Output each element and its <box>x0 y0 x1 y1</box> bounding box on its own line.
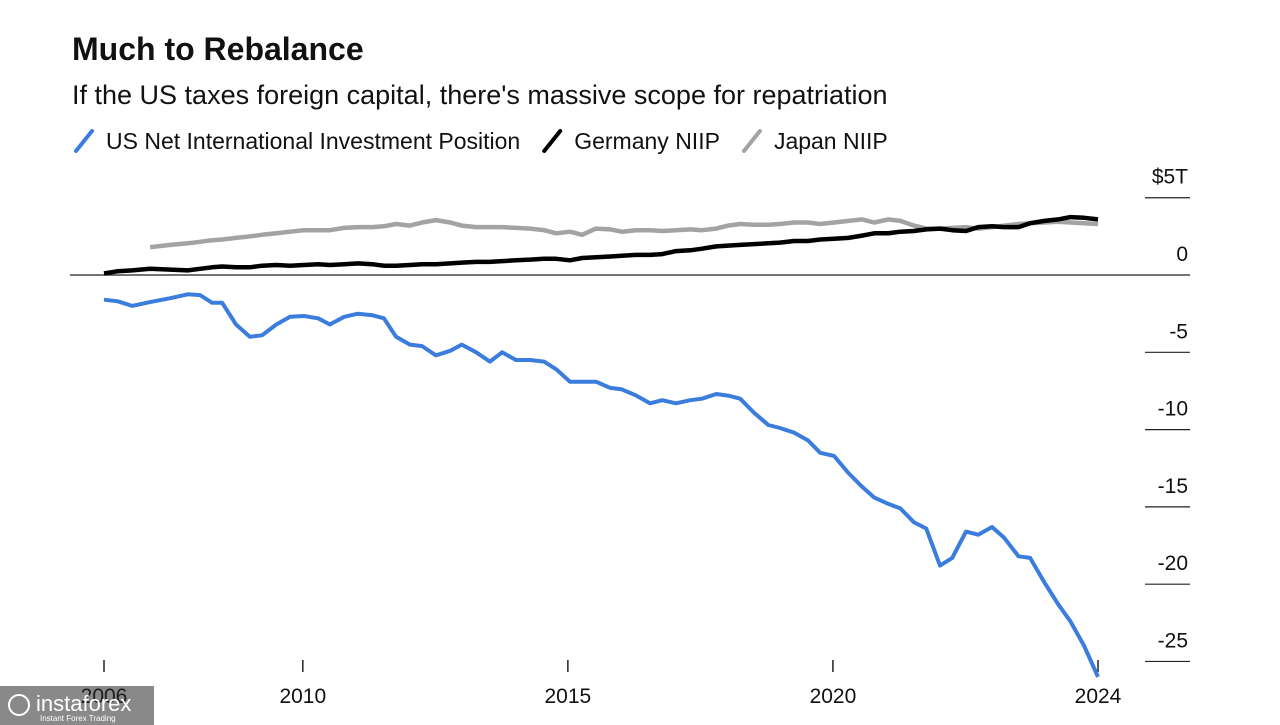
legend-label: Japan NIIP <box>774 128 888 154</box>
plot: $5T0-5-10-15-20-2520062010201520202024 <box>70 166 1190 708</box>
watermark-icon <box>8 694 30 716</box>
legend-label: Germany NIIP <box>574 128 720 154</box>
chart-title: Much to Rebalance <box>72 31 364 67</box>
y-tick-label: -20 <box>1158 552 1188 575</box>
x-tick-label: 2020 <box>810 685 857 708</box>
legend-label: US Net International Investment Position <box>106 128 520 154</box>
watermark-bg <box>0 686 154 725</box>
series-line <box>103 292 1100 678</box>
y-tick-label: -25 <box>1158 629 1188 652</box>
y-tick-label: $5T <box>1152 166 1188 189</box>
x-tick-label: 2010 <box>279 685 326 708</box>
watermark-tagline: Instant Forex Trading <box>40 714 116 723</box>
series-line <box>149 217 1099 250</box>
legend-swatch <box>74 129 94 153</box>
series-line <box>103 214 1099 276</box>
y-tick-label: -15 <box>1158 475 1188 498</box>
chart-subtitle: If the US taxes foreign capital, there's… <box>72 80 888 110</box>
x-tick-label: 2015 <box>545 685 592 708</box>
watermark-brand: instaforex <box>36 691 131 716</box>
legend: US Net International Investment Position… <box>74 128 888 154</box>
legend-swatch <box>542 129 563 153</box>
y-tick-label: -10 <box>1158 398 1188 421</box>
y-tick-label: 0 <box>1176 243 1188 266</box>
x-tick-label: 2024 <box>1075 685 1122 708</box>
legend-swatch <box>741 129 762 153</box>
y-tick-label: -5 <box>1169 320 1188 343</box>
